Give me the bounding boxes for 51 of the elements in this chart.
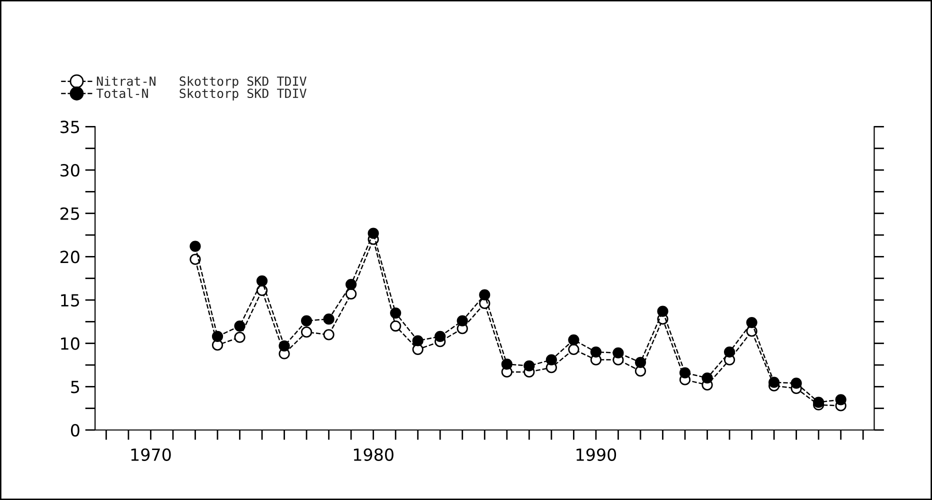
point (724, 346, 736, 358)
y-tick-label: 35 (60, 120, 80, 134)
y-tick-label: 15 (61, 294, 80, 307)
point (524, 360, 535, 372)
y-tick-label: 25 (60, 207, 80, 220)
point (634, 356, 646, 368)
point (702, 372, 713, 384)
point (456, 315, 468, 326)
point (746, 316, 758, 328)
point (390, 307, 402, 319)
point (234, 332, 246, 343)
x-tick-label: 1970 (131, 448, 171, 461)
point (568, 334, 580, 346)
point (835, 394, 846, 406)
point (679, 367, 691, 378)
point (368, 228, 379, 239)
point (568, 344, 580, 355)
y-tick-label: 30 (60, 164, 80, 177)
legend-label: Nitrat-N Skottorp SKD TDIV (96, 76, 306, 88)
point (300, 315, 312, 326)
x-tick-label: 1990 (576, 448, 616, 461)
y-tick-label: 0 (70, 424, 80, 437)
point (212, 330, 224, 342)
point (479, 289, 490, 300)
point (234, 320, 246, 332)
point (346, 288, 357, 300)
point (190, 254, 201, 265)
point (256, 275, 268, 287)
x-tick-label: 1980 (354, 448, 394, 461)
point (790, 378, 802, 389)
legend-label: Total-N Skottorp SKD TDIV (96, 88, 306, 100)
point (346, 278, 357, 290)
point (657, 306, 668, 317)
point (323, 329, 334, 340)
point (612, 347, 624, 358)
point (300, 326, 312, 338)
point (768, 376, 780, 388)
point (546, 354, 557, 366)
point (813, 396, 824, 408)
y-tick-label: 5 (71, 380, 80, 394)
point (412, 335, 424, 346)
point (434, 330, 446, 342)
point (190, 240, 201, 252)
y-tick-label: 20 (60, 250, 80, 264)
y-tick-label: 10 (61, 337, 80, 350)
point (412, 344, 424, 355)
point (278, 340, 290, 352)
point (390, 320, 402, 332)
point (501, 358, 512, 370)
point (323, 314, 334, 325)
point (590, 346, 602, 358)
